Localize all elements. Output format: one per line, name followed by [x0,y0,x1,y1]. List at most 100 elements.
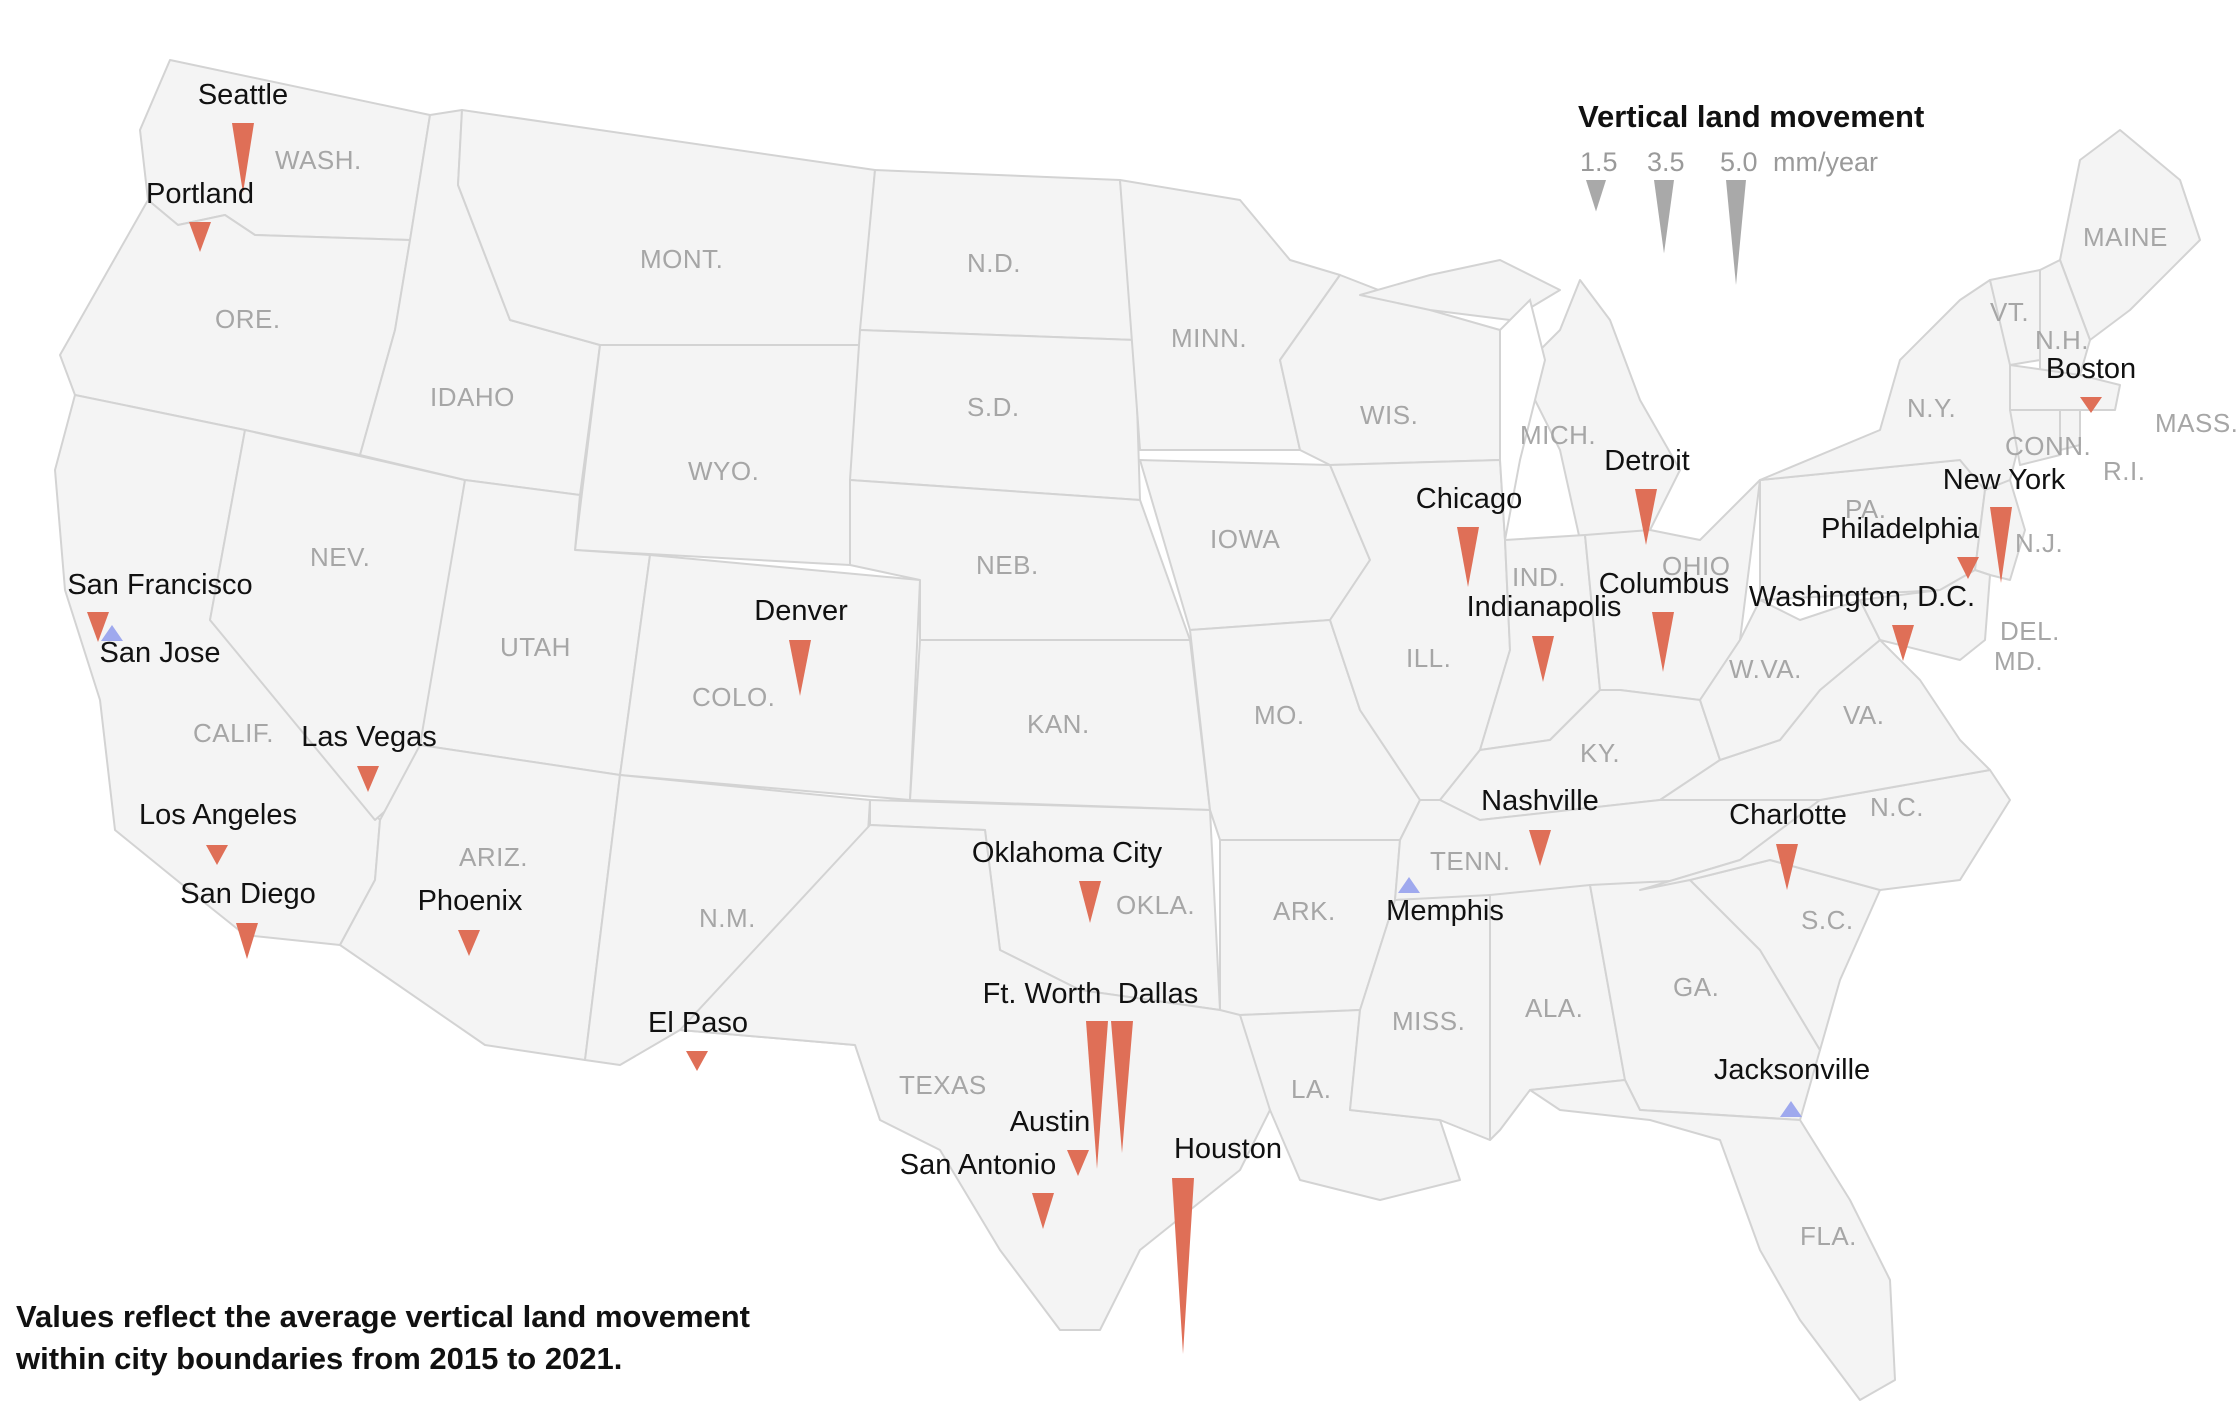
legend-value: 3.5 [1647,147,1685,177]
state-label: OHIO [1662,551,1730,581]
city-label-seattle: Seattle [198,79,288,111]
state-label: N.Y. [1907,393,1956,423]
spike-oklahoma-city [1079,881,1101,923]
state-label: KY. [1580,738,1620,768]
legend-spike [1654,180,1674,254]
state-wyoming [574,344,861,566]
state-label: KAN. [1027,709,1090,739]
state-label: S.C. [1801,905,1854,935]
spike-memphis [1398,877,1420,893]
state-rhode-island [2059,409,2081,451]
spike-los-angeles [206,845,228,865]
state-label: ORE. [215,304,281,334]
spike-dallas [1111,1021,1133,1153]
legend-spike [1726,180,1746,285]
state-label: FLA. [1800,1221,1857,1251]
city-label-nashville: Nashville [1481,785,1599,817]
city-label-las-vegas: Las Vegas [301,721,436,753]
state-label: DEL. [2000,616,2060,646]
state-label: S.D. [967,392,1020,422]
city-label-columbus: Columbus [1599,568,1730,600]
city-label-new-york: New York [1943,464,2066,496]
state-label: NEB. [976,550,1039,580]
state-label: WASH. [275,145,362,175]
state-label: UTAH [500,632,571,662]
state-colorado [619,554,921,801]
footnote: Values reflect the average vertical land… [16,1296,836,1380]
state-label: GA. [1673,972,1719,1002]
city-label-ft-worth: Ft. Worth [983,978,1102,1010]
state-boundaries [54,59,2201,1401]
spike-seattle [232,123,254,193]
state-label: PA. [1845,494,1886,524]
state-label: MO. [1254,700,1305,730]
city-label-los-angeles: Los Angeles [139,799,297,831]
state-label: N.D. [967,248,1021,278]
state-label: MISS. [1392,1006,1465,1036]
spike-jacksonville [1780,1101,1802,1117]
city-spikes [87,123,2102,1354]
state-maine [2059,129,2201,341]
state-label: N.J. [2015,528,2063,558]
state-delaware-maryland [1859,569,1991,661]
footnote-line: Values reflect the average vertical land… [16,1299,751,1334]
state-label: TEXAS [899,1070,987,1100]
state-label: COLO. [692,682,775,712]
city-label-denver: Denver [754,595,848,627]
state-montana [457,109,876,346]
state-label: N.C. [1870,792,1924,822]
state-label: W.VA. [1729,654,1802,684]
spike-ft-worth [1086,1021,1108,1169]
spike-charlotte [1776,844,1798,890]
state-label: MICH. [1520,420,1596,450]
city-label-phoenix: Phoenix [418,885,523,917]
city-label-indianapolis: Indianapolis [1467,591,1622,623]
state-labels: WASH. ORE. CALIF. NEV. IDAHO MONT. WYO. … [193,145,2237,1251]
state-label: MASS. [2155,408,2237,438]
state-label: IOWA [1210,524,1281,554]
legend-spikes [1586,180,1746,285]
city-label-memphis: Memphis [1386,895,1504,927]
city-label-el-paso: El Paso [648,1007,748,1039]
state-michigan-upper [1359,259,1561,321]
legend-title: Vertical land movement [1578,99,1924,134]
state-north-carolina [1639,769,2011,891]
footnote-line: within city boundaries from 2015 to 2021… [16,1341,623,1376]
state-michigan [1519,279,1681,541]
spike-san-jose [101,625,123,641]
spike-philadelphia [1957,557,1979,579]
city-label-washington-d-c: Washington, D.C. [1749,581,1975,613]
spike-phoenix [458,930,480,956]
spike-columbus [1652,612,1674,672]
state-label: ARK. [1273,896,1336,926]
state-label: NEV. [310,542,370,572]
state-label: OKLA. [1116,890,1195,920]
state-label: CALIF. [193,718,274,748]
state-label: ARIZ. [459,842,528,872]
state-label: R.I. [2103,456,2145,486]
spike-detroit [1635,489,1657,545]
state-label: IND. [1512,562,1566,592]
spike-portland [189,222,211,252]
city-label-charlotte: Charlotte [1729,799,1847,831]
spike-austin [1067,1150,1089,1176]
state-label: N.M. [699,903,756,933]
state-label: CONN. [2005,431,2091,461]
legend-value: 5.0 [1720,147,1758,177]
city-label-dallas: Dallas [1118,978,1199,1010]
city-labels: Seattle Portland San Francisco San Jose Los … [67,79,2136,1181]
city-label-oklahoma-city: Oklahoma City [972,837,1163,869]
city-label-jacksonville: Jacksonville [1714,1054,1870,1086]
lake-michigan [1499,298,1547,541]
city-label-san-jose: San Jose [100,637,221,669]
state-label: VA. [1843,700,1884,730]
spike-denver [789,640,811,696]
state-florida [1529,1079,1896,1401]
state-connecticut [2009,409,2061,466]
state-label: TENN. [1430,846,1511,876]
spike-san-francisco [87,612,109,642]
city-label-austin: Austin [1010,1106,1091,1138]
state-label: WIS. [1360,400,1418,430]
state-label: WYO. [688,456,759,486]
city-label-san-diego: San Diego [180,878,315,910]
